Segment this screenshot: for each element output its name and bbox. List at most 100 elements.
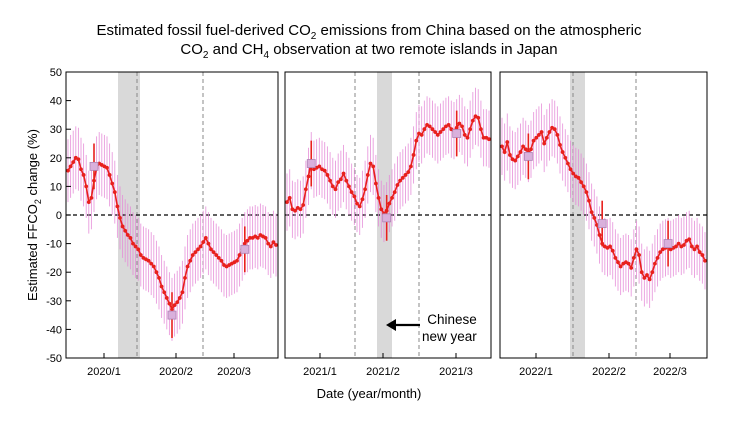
data-point [325,173,330,177]
data-point [352,194,357,199]
data-point [175,300,180,305]
data-point [637,253,641,257]
data-point [301,203,306,207]
data-point [563,155,568,160]
x-tick-label: 2020/3 [217,366,251,378]
x-tick-label: 2022/1 [519,366,553,378]
x-tick-label: 2020/2 [159,366,193,378]
data-point [695,244,699,249]
data-point [438,130,443,134]
data-point [626,261,631,266]
data-point [306,174,311,179]
data-point [162,290,167,295]
x-axis-label: Date (year/month) [316,386,422,401]
data-point [542,141,547,146]
data-point [441,127,446,132]
data-point [537,133,541,137]
annotation-arrow-head [386,319,396,331]
data-point [196,247,200,252]
data-point [479,127,483,132]
data-point [650,270,655,275]
data-point [105,165,109,170]
data-point [188,258,193,263]
data-point [608,244,612,249]
data-point [508,153,512,157]
data-point [592,215,597,220]
data-point [642,276,647,280]
data-point [183,276,187,280]
data-point [271,240,276,245]
data-point [433,130,438,134]
data-point [547,130,552,134]
y-tick-label: -10 [46,239,62,251]
data-point [328,178,332,183]
observation-marker [240,244,250,254]
data-point [298,207,303,212]
y-axis-label: Estimated FFCO2 change (%) [25,129,43,301]
data-point [518,150,523,154]
data-point [293,208,297,213]
data-point [274,243,278,247]
y-tick-label: 20 [50,153,62,165]
data-point [560,150,565,154]
data-point [347,184,351,189]
data-point [645,273,649,277]
data-point [427,124,432,129]
chinese-new-year-annotation: Chinese new year [422,312,477,344]
data-point [505,140,510,144]
data-point [435,133,440,137]
data-point [400,175,405,180]
data-point [172,303,177,307]
data-point [154,270,159,275]
data-point [115,204,120,209]
data-point [552,127,557,132]
panel-frame [284,71,492,359]
data-point [123,228,128,233]
data-point [613,256,618,260]
data-point [587,198,591,203]
data-point [338,177,343,182]
data-point [341,171,346,176]
data-point [414,138,419,143]
data-point [558,143,562,147]
data-point [146,258,151,263]
data-point [470,118,475,123]
data-point [521,144,525,149]
data-point [589,210,594,215]
data-point [330,184,335,189]
data-point [263,235,268,240]
data-point [133,244,138,249]
data-point [216,256,221,260]
data-point [629,266,634,270]
data-point [128,235,133,240]
data-point [610,248,615,253]
data-point [76,157,81,162]
data-point [531,138,536,143]
data-point [255,235,260,240]
data-point [566,161,570,166]
data-point [500,144,504,149]
data-point [79,167,83,172]
data-point [616,260,620,265]
data-point [689,244,694,249]
data-point [190,253,195,257]
data-point [198,244,203,249]
data-point [107,173,112,177]
data-point [576,175,581,180]
data-point [177,296,182,300]
data-point [465,135,470,140]
data-point [349,190,354,195]
data-point [185,264,190,269]
data-point [658,250,663,255]
data-point [579,180,583,185]
data-point [534,135,539,140]
data-point [692,247,697,252]
data-point [357,204,362,209]
data-point [151,264,156,269]
data-point [568,167,573,172]
data-point [703,258,707,263]
data-point [71,160,76,164]
data-point [700,253,705,257]
data-point [390,195,394,200]
